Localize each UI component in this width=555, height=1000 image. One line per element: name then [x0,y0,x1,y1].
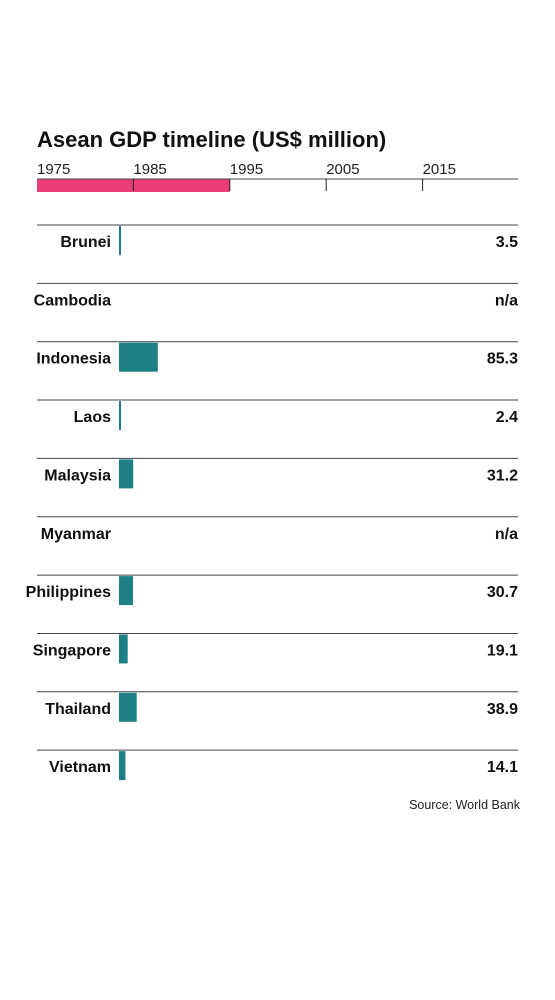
country-row: Singapore 19.1 [33,632,518,664]
timeline-tick-label: 1995 [230,161,263,178]
country-row: Cambodia n/a [34,282,518,309]
chart-title: Asean GDP timeline (US$ million) [37,127,386,152]
timeline-tick-label: 2015 [423,161,456,178]
country-row: Brunei 3.5 [37,224,518,255]
value-label: 2.4 [496,409,518,426]
gdp-bar [119,401,121,431]
country-label: Laos [74,409,111,426]
country-row: Myanmar n/a [37,516,518,543]
timeline-axis: 1975 1985 1995 2005 2015 [37,161,518,192]
country-row: Laos 2.4 [37,399,518,431]
country-row: Malaysia 31.2 [37,457,518,489]
country-row: Thailand 38.9 [37,691,518,722]
country-label: Myanmar [41,526,111,543]
value-label: 38.9 [487,701,518,718]
timeline-tick-label: 1975 [37,161,70,178]
gdp-bar [119,634,128,664]
value-label: n/a [495,292,518,309]
country-label: Indonesia [36,351,111,368]
gdp-bar [119,751,126,781]
country-label: Vietnam [49,759,111,776]
country-row: Philippines 30.7 [26,574,518,606]
country-row: Indonesia 85.3 [36,341,518,372]
country-row: Vietnam 14.1 [37,749,518,781]
value-label: 14.1 [487,759,518,776]
value-label: 19.1 [487,642,518,659]
value-label: 85.3 [487,351,518,368]
gdp-bar [119,692,137,722]
gdp-bar [119,459,134,489]
country-label: Singapore [33,642,111,659]
value-label: 30.7 [487,584,518,601]
country-label: Cambodia [34,292,111,309]
country-label: Brunei [60,234,111,251]
value-label: 3.5 [496,234,518,251]
country-label: Thailand [45,701,111,718]
country-label: Malaysia [44,467,111,484]
country-label: Philippines [26,584,111,601]
value-label: 31.2 [487,467,518,484]
gdp-bar [119,576,133,606]
gdp-bar [119,342,158,372]
timeline-tick-label: 1985 [133,161,166,178]
source-note: Source: World Bank [409,798,521,812]
timeline-tick-label: 2005 [326,161,359,178]
gdp-bar [119,226,121,255]
value-label: n/a [495,526,518,543]
country-rows: Brunei 3.5 Cambodia n/a Indonesia 85.3 Laos 2.4… [26,224,518,781]
